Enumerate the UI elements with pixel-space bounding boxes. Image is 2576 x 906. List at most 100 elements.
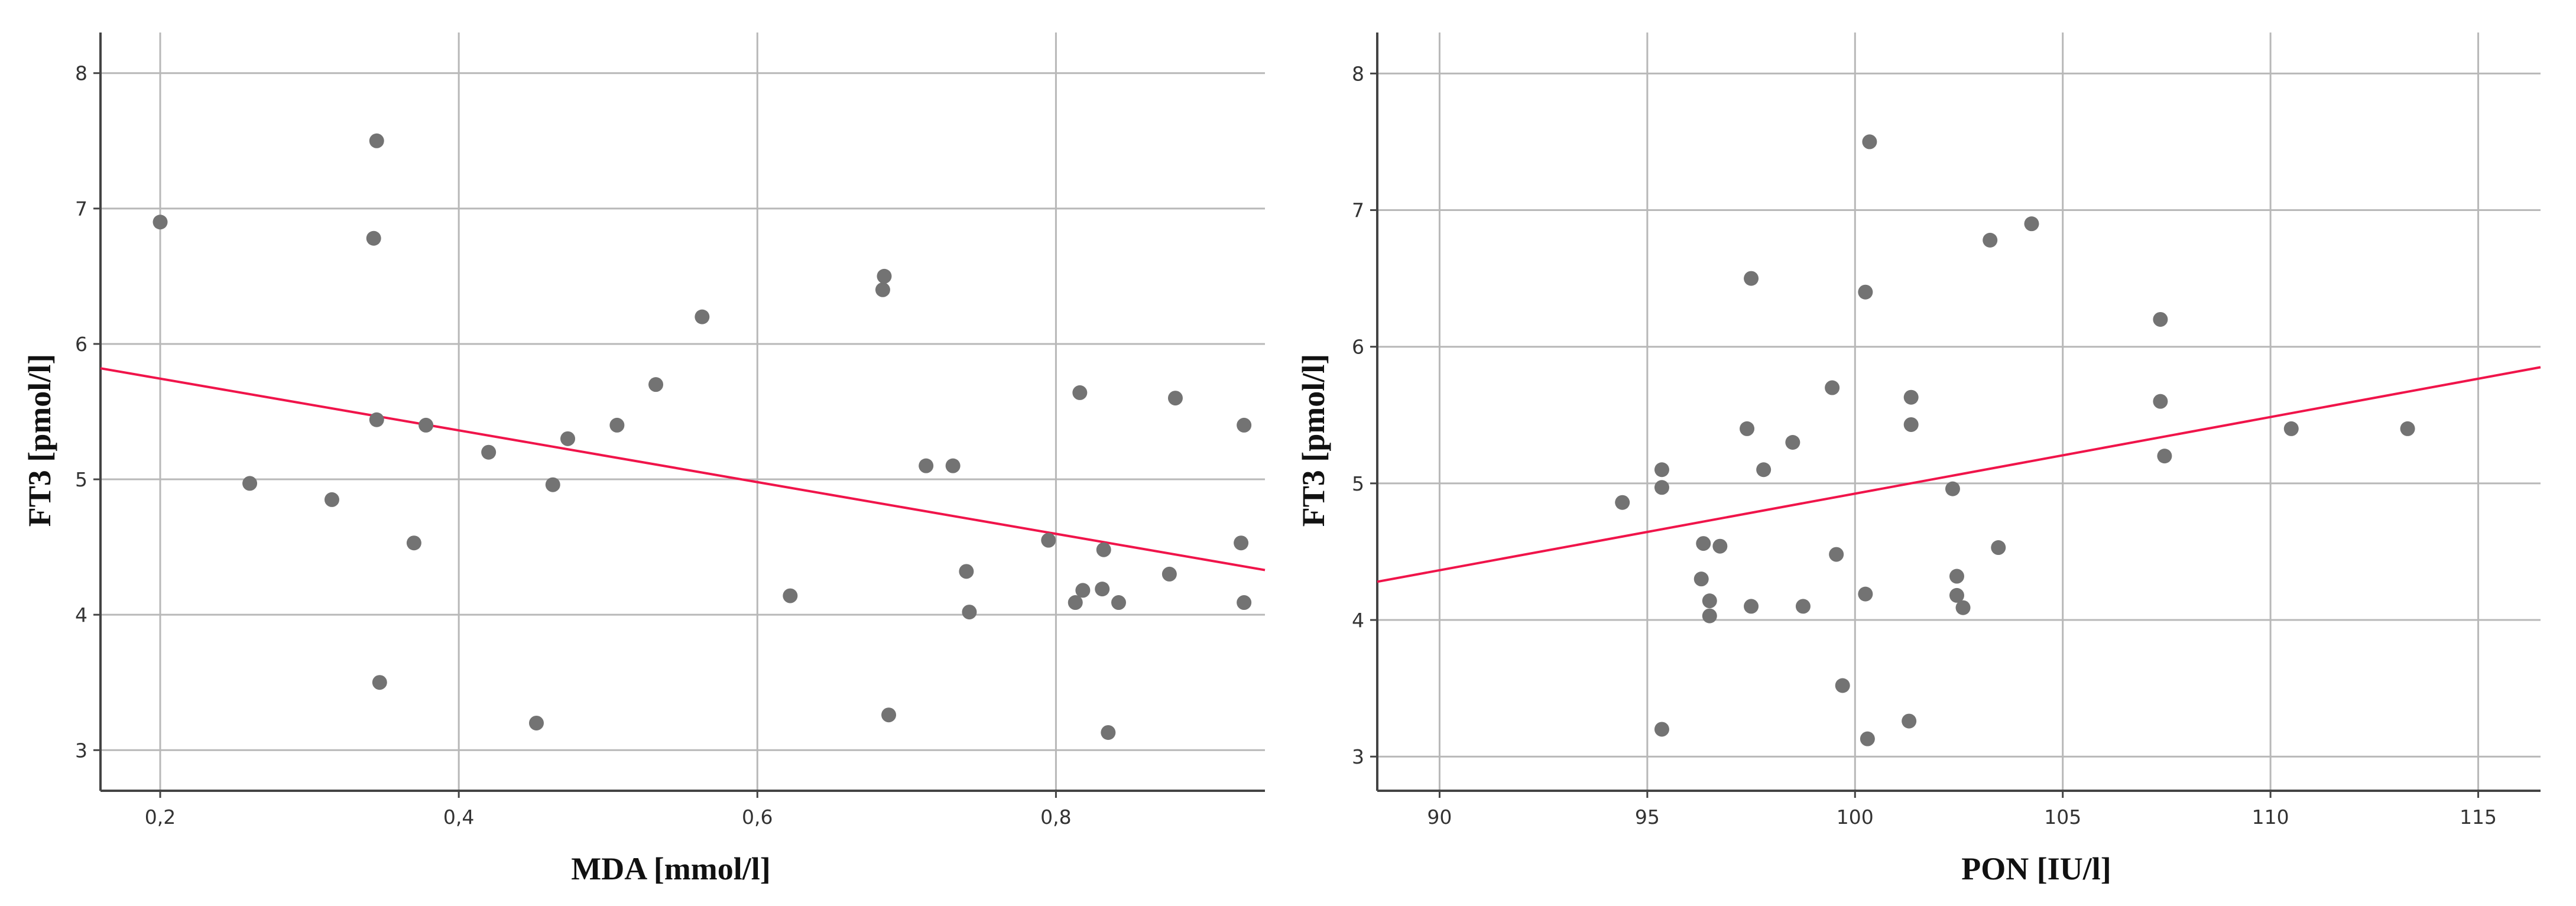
right-y-tick-label: 4	[1352, 609, 1364, 632]
left-y-tick-label: 4	[75, 603, 87, 626]
left-data-point	[881, 707, 897, 723]
left-data-point	[406, 535, 421, 551]
right-data-point	[1860, 731, 1875, 746]
right-x-tick-label: 115	[2460, 806, 2497, 829]
right-x-axis-title: PON [IU/l]	[1961, 851, 2111, 886]
left-data-point	[1167, 391, 1183, 406]
left-data-point	[783, 588, 798, 603]
right-data-point	[1903, 389, 1919, 405]
left-data-point	[959, 564, 974, 579]
right-data-point	[1744, 599, 1759, 614]
right-data-point	[1862, 134, 1877, 150]
right-data-point	[2157, 449, 2172, 464]
right-data-point	[2024, 216, 2039, 232]
right-data-point	[1702, 608, 1717, 624]
left-data-point	[919, 458, 934, 473]
left-data-point	[877, 268, 892, 284]
left-data-point	[369, 133, 384, 148]
right-data-point	[2400, 421, 2415, 436]
left-data-point	[875, 282, 890, 297]
right-y-tick-label: 7	[1352, 199, 1364, 222]
right-x-tick-label: 90	[1427, 806, 1452, 829]
left-data-point	[1075, 583, 1091, 598]
right-plot-area: 3 4 5 6 7 8 90 95 100 105 110 115	[1352, 33, 2541, 829]
left-y-tick-label: 5	[75, 468, 87, 491]
right-data-point	[1654, 722, 1669, 737]
left-data-point	[545, 477, 560, 492]
right-data-point	[1795, 599, 1811, 614]
left-data-point	[1237, 417, 1252, 433]
left-y-axis-title: FT3 [pmol/l]	[22, 354, 57, 527]
left-y-tick-label: 6	[75, 333, 87, 356]
left-data-point	[1095, 582, 1110, 597]
left-data-point	[560, 431, 576, 446]
left-data-point	[481, 444, 497, 460]
left-regression-line	[100, 367, 1266, 571]
right-data-point	[2153, 311, 2168, 327]
right-data-point	[1740, 421, 1755, 436]
left-x-tick-label: 0,4	[443, 806, 474, 829]
right-y-tick-label: 6	[1352, 336, 1364, 359]
right-data-point	[1696, 536, 1711, 551]
right-data-point	[1693, 571, 1709, 587]
right-data-point	[1949, 587, 1964, 603]
right-data-point	[1955, 600, 1971, 615]
left-data-point	[1041, 532, 1056, 548]
right-data-point	[2153, 394, 2168, 409]
right-data-point	[1949, 569, 1964, 584]
right-data-point	[1835, 678, 1850, 693]
right-data-point	[1712, 538, 1728, 554]
right-data-point	[1903, 417, 1919, 432]
right-y-tick-label: 5	[1352, 472, 1364, 495]
right-data-point	[1744, 271, 1759, 286]
left-data-point	[369, 412, 384, 427]
left-x-tick-label: 0,8	[1040, 806, 1071, 829]
left-data-point	[1068, 595, 1083, 611]
left-data-point	[1096, 542, 1111, 557]
left-x-tick-label: 0,6	[742, 806, 773, 829]
left-data-point	[153, 215, 168, 230]
left-data-point	[372, 675, 387, 690]
right-data-point	[1654, 462, 1669, 478]
right-data-point	[1902, 713, 1917, 729]
left-data-point	[1101, 725, 1116, 740]
right-data-point	[1756, 462, 1772, 478]
right-y-tick-label: 3	[1352, 745, 1364, 768]
right-x-tick-label: 110	[2252, 806, 2289, 829]
right-data-point	[1858, 586, 1873, 602]
left-data-point	[648, 377, 664, 392]
left-data-point	[242, 476, 258, 491]
left-y-tick-label: 3	[75, 739, 87, 762]
left-data-point	[1162, 566, 1177, 582]
left-x-tick-label: 0,2	[145, 806, 176, 829]
right-scatter-panel: 3 4 5 6 7 8 90 95 100 105 110 115 PON [IU/l] FT3 [p…	[1296, 33, 2541, 886]
right-data-point	[1991, 540, 2006, 556]
right-data-point	[1785, 435, 1800, 450]
right-data-point	[1702, 593, 1717, 609]
right-y-tick-label: 8	[1352, 62, 1364, 85]
right-regression-line	[1377, 366, 2541, 583]
right-y-axis-title: FT3 [pmol/l]	[1296, 354, 1331, 527]
left-data-point	[1237, 595, 1252, 611]
right-data-point	[1983, 232, 1998, 248]
left-y-tick-label: 7	[75, 197, 87, 220]
left-x-axis-title: MDA [mmol/l]	[571, 851, 770, 886]
left-data-point	[1234, 535, 1249, 551]
left-plot-area: 3 4 5 6 7 8 0,2 0,4 0,6 0,8	[75, 33, 1266, 829]
right-x-tick-label: 95	[1635, 806, 1660, 829]
left-data-point	[609, 417, 625, 433]
right-data-point	[1945, 481, 1960, 496]
left-data-point	[418, 417, 434, 433]
left-data-point	[1072, 385, 1088, 400]
right-data-point	[1858, 284, 1873, 300]
right-data-point	[1615, 495, 1630, 510]
left-data-point	[695, 309, 710, 324]
left-scatter-panel: 3 4 5 6 7 8 0,2 0,4 0,6 0,8 MDA [mmol/l] FT3 [pmo…	[22, 33, 1266, 886]
left-data-point	[962, 605, 977, 620]
right-x-tick-label: 105	[2044, 806, 2081, 829]
right-data-point	[1829, 547, 1844, 562]
left-data-point	[528, 715, 544, 730]
right-data-point	[2283, 421, 2299, 436]
left-data-point	[945, 458, 961, 473]
